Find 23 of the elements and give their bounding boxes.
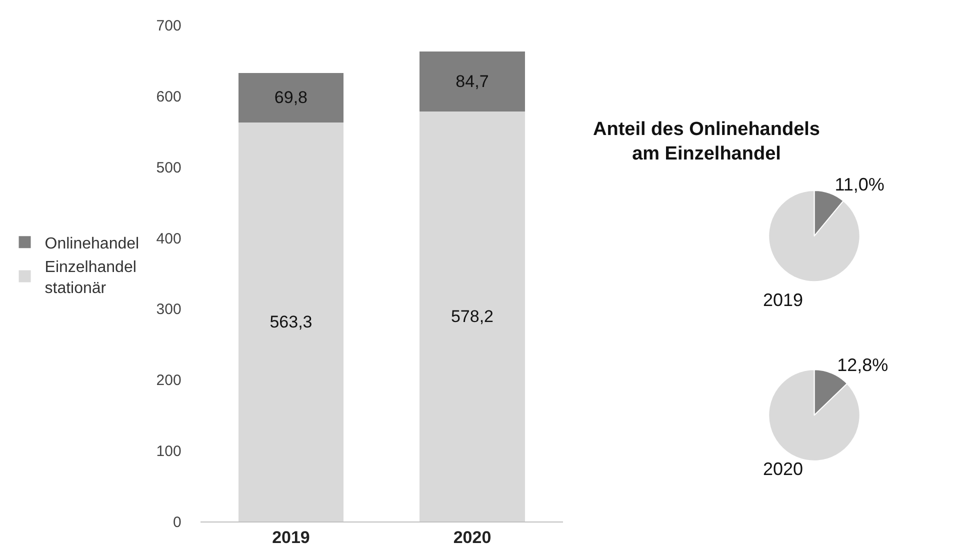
data-label: 12,8% bbox=[837, 354, 888, 375]
data-label: 11,0% bbox=[834, 174, 884, 194]
bar bbox=[238, 122, 344, 522]
legend-label: Onlinehandel bbox=[44, 235, 140, 252]
y-tick-label: 500 bbox=[156, 159, 182, 176]
y-tick-label: 300 bbox=[156, 301, 182, 318]
data-label: 84,7 bbox=[456, 72, 489, 92]
y-tick-label: 400 bbox=[156, 230, 182, 248]
y-tick-label: 700 bbox=[156, 18, 182, 35]
y-tick-label: 0 bbox=[172, 514, 182, 531]
bar bbox=[420, 52, 525, 112]
y-tick-label: 600 bbox=[156, 88, 182, 106]
text: 2020 bbox=[763, 459, 804, 479]
text: 2019 bbox=[763, 290, 804, 310]
bar bbox=[420, 112, 525, 522]
data-label: 69,8 bbox=[274, 88, 308, 108]
y-tick-label: 200 bbox=[156, 372, 182, 390]
y-tick-label: 100 bbox=[156, 443, 182, 460]
legend-label: Einzelhandel stationär bbox=[44, 259, 136, 297]
chart-title: Anteil des Onlinehandels am Einzelhandel bbox=[593, 119, 820, 165]
data-label: 563,3 bbox=[270, 312, 312, 332]
bar bbox=[238, 72, 344, 122]
data-label: 578,2 bbox=[450, 307, 494, 326]
